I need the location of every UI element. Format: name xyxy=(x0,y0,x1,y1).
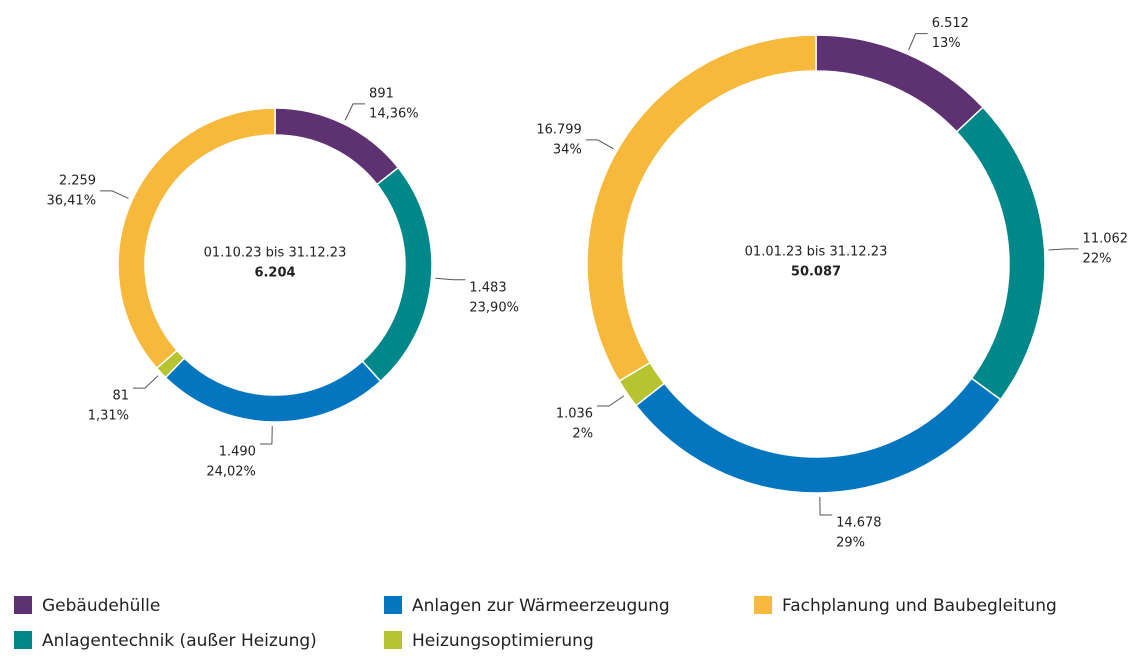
percent-label: 14,36% xyxy=(369,106,419,121)
value-label: 16.799 xyxy=(536,122,582,137)
legend-swatch xyxy=(384,596,402,614)
legend-label: Fachplanung und Baubegleitung xyxy=(782,596,1057,616)
center-total: 6.204 xyxy=(254,266,295,281)
value-label: 14.678 xyxy=(836,515,882,530)
donut-slice xyxy=(634,377,1002,494)
value-label: 891 xyxy=(369,86,394,101)
value-label: 2.259 xyxy=(59,173,96,188)
leader-line xyxy=(133,375,159,389)
legend-swatch xyxy=(384,631,402,649)
donut-slice xyxy=(586,34,817,383)
percent-label: 36,41% xyxy=(46,193,96,208)
leader-line xyxy=(908,33,928,51)
value-label: 1.490 xyxy=(219,444,256,459)
donut-slice xyxy=(361,166,433,383)
legend-label: Gebäudehülle xyxy=(42,596,160,616)
legend-label: Anlagentechnik (außer Heizung) xyxy=(42,631,317,651)
percent-label: 23,90% xyxy=(469,300,519,315)
percent-label: 24,02% xyxy=(206,464,256,479)
legend-label: Anlagen zur Wärmeerzeugung xyxy=(412,596,670,616)
value-label: 1.483 xyxy=(469,280,506,295)
value-label: 1.036 xyxy=(556,407,593,422)
leader-line xyxy=(100,190,129,199)
value-label: 6.512 xyxy=(932,16,969,31)
leader-line xyxy=(435,277,466,281)
percent-label: 29% xyxy=(836,535,865,550)
percent-label: 1,31% xyxy=(88,409,129,424)
legend-label: Heizungsoptimierung xyxy=(412,631,594,651)
legend-swatch xyxy=(754,596,772,614)
legend-swatch xyxy=(14,596,32,614)
percent-label: 13% xyxy=(932,36,961,51)
center-label: 01.01.23 bis 31.12.23 xyxy=(745,245,888,260)
leader-line xyxy=(819,496,833,516)
value-label: 81 xyxy=(112,389,129,404)
leader-line xyxy=(344,103,366,121)
center-total: 50.087 xyxy=(791,265,841,280)
leader-line xyxy=(1048,248,1079,251)
donut-slice xyxy=(117,107,276,370)
donut-slice xyxy=(955,106,1046,401)
leader-line xyxy=(585,139,614,150)
leader-line xyxy=(259,425,273,445)
percent-label: 2% xyxy=(572,427,593,442)
percent-label: 22% xyxy=(1083,251,1112,266)
center-label: 01.10.23 bis 31.12.23 xyxy=(204,246,347,261)
donut-slice xyxy=(164,357,382,423)
percent-label: 34% xyxy=(553,142,582,157)
value-label: 11.062 xyxy=(1083,231,1129,246)
legend-swatch xyxy=(14,631,32,649)
leader-line xyxy=(597,395,625,407)
